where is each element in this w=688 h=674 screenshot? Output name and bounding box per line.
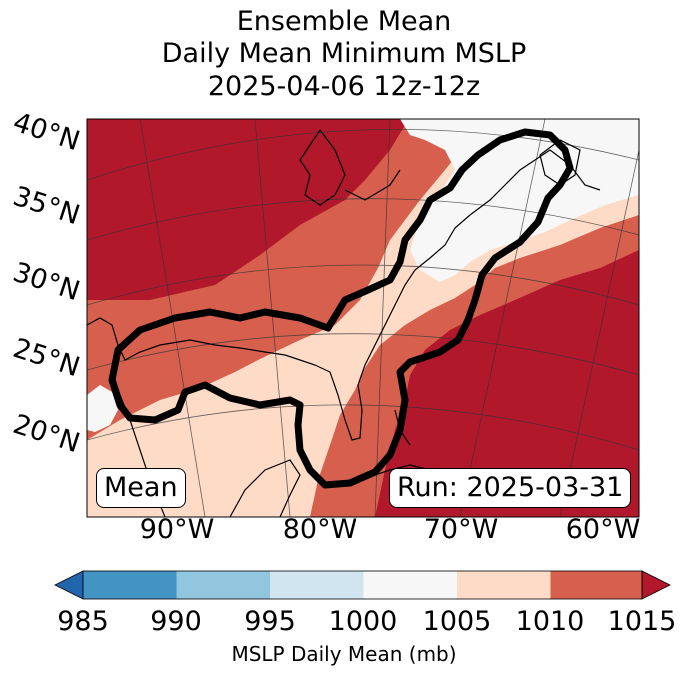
title-line-1: Ensemble Mean bbox=[236, 6, 452, 37]
colorbar-tick: 995 bbox=[244, 606, 296, 637]
threshold-contour bbox=[108, 128, 574, 489]
colorbar-under-arrow bbox=[54, 570, 84, 600]
colorbar-bin bbox=[457, 571, 551, 599]
field-1000 bbox=[400, 119, 639, 282]
colorbar-label: MSLP Daily Mean (mb) bbox=[231, 642, 457, 666]
title-line-2: Daily Mean Minimum MSLP bbox=[161, 38, 527, 69]
run-label-box: Run: 2025-03-31 bbox=[389, 468, 632, 508]
mean-label-box: Mean bbox=[96, 468, 186, 508]
lon-label-60: 60°W bbox=[565, 514, 641, 545]
colorbar-tick: 985 bbox=[57, 606, 109, 637]
colorbar-tick: 1010 bbox=[515, 606, 585, 637]
field-1000-west bbox=[87, 385, 118, 432]
colorbar-bin bbox=[363, 571, 457, 599]
title-line-3: 2025-04-06 12z-12z bbox=[207, 71, 481, 102]
colorbar-bin bbox=[550, 571, 642, 599]
colorbar-tick: 1005 bbox=[422, 606, 492, 637]
colorbar-tick: 1000 bbox=[328, 606, 398, 637]
colorbar-bin bbox=[83, 571, 177, 599]
colorbar-over-arrow bbox=[641, 570, 671, 600]
lon-label-80: 80°W bbox=[282, 514, 358, 545]
lon-label-90: 90°W bbox=[139, 514, 215, 545]
colorbar-tick: 990 bbox=[150, 606, 202, 637]
colorbar-bin bbox=[176, 571, 270, 599]
map-frame bbox=[86, 118, 640, 518]
colorbar-tick: 1015 bbox=[607, 606, 677, 637]
mslp-field bbox=[87, 119, 639, 517]
colorbar-bin bbox=[270, 571, 364, 599]
colorbar bbox=[54, 570, 671, 600]
lon-label-70: 70°W bbox=[423, 514, 499, 545]
